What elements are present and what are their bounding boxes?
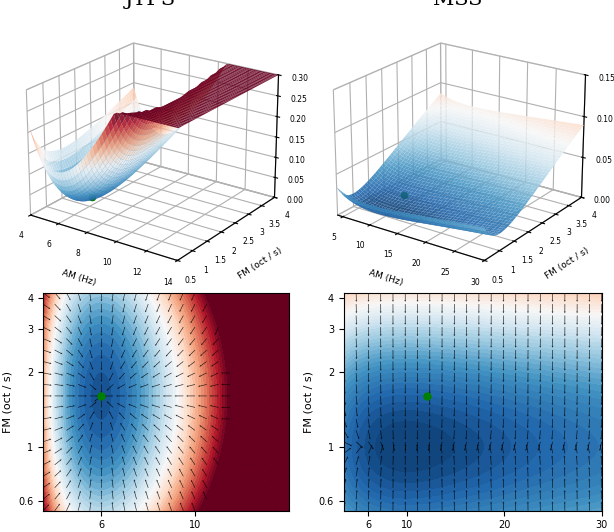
X-axis label: AM (Hz): AM (Hz) xyxy=(60,268,96,287)
Y-axis label: FM (oct / s): FM (oct / s) xyxy=(303,371,313,433)
Point xyxy=(96,392,106,401)
Y-axis label: FM (oct / s): FM (oct / s) xyxy=(237,246,284,280)
X-axis label: AM (Hz): AM (Hz) xyxy=(367,268,403,287)
Title: MSS: MSS xyxy=(433,0,482,9)
Title: JTFS: JTFS xyxy=(125,0,176,9)
Y-axis label: FM (oct / s): FM (oct / s) xyxy=(544,246,591,280)
Point xyxy=(422,392,432,401)
Y-axis label: FM (oct / s): FM (oct / s) xyxy=(2,371,12,433)
